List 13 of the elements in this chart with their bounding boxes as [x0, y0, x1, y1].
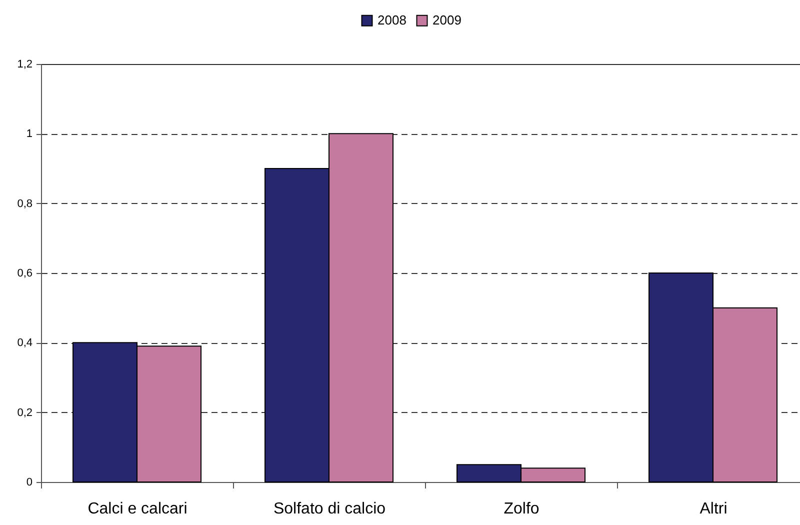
y-tick-label: 0,8: [17, 198, 32, 210]
legend-label: 2008: [378, 12, 406, 28]
legend-label: 2009: [432, 12, 462, 28]
y-tick-label: 1: [26, 128, 32, 140]
x-tick-label: Calci e calcari: [88, 500, 188, 518]
x-tick-label: Solfato di calcio: [273, 500, 386, 518]
y-tick-label: 0,6: [17, 268, 32, 280]
x-tick-label: Zolfo: [504, 500, 540, 518]
y-tick-label: 1,2: [17, 58, 32, 70]
y-tick-label: 0: [26, 476, 32, 488]
y-tick-label: 0,2: [17, 406, 32, 419]
y-tick-label: 0,4: [17, 337, 32, 350]
x-tick-label: Altri: [700, 500, 728, 518]
